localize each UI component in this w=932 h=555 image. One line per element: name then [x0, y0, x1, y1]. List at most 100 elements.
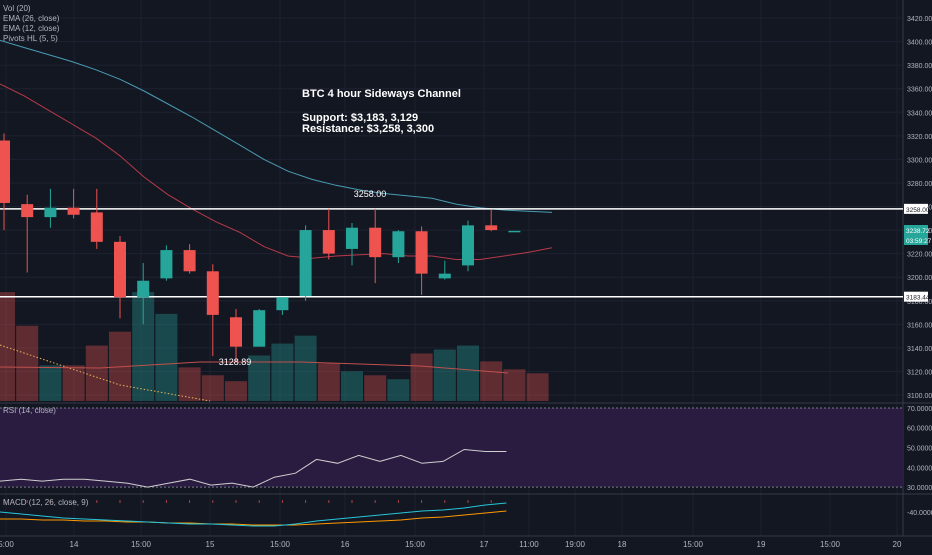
x-tick-label: 15:00 [683, 540, 704, 549]
volume-ema-line [0, 361, 509, 374]
volume-bar [526, 373, 549, 401]
annotation-title[interactable]: BTC 4 hour Sideways Channel [302, 88, 461, 100]
price-tick-label: 3160.00 [907, 322, 932, 329]
macd-line [0, 502, 507, 527]
candle-body [392, 231, 405, 258]
x-tick-label: 15:00 [405, 540, 426, 549]
legend-ema26[interactable]: EMA (26, close) [3, 14, 60, 23]
annotation-resistance[interactable]: Resistance: $3,258, 3,300 [302, 123, 435, 135]
candle-body [114, 241, 126, 298]
macd-signal-line [0, 510, 507, 526]
volume-bar [271, 343, 294, 401]
price-tick-label: 3380.00 [907, 63, 932, 70]
rsi-tick-label: 50.0000 [907, 446, 932, 453]
price-tick-label: 3120.00 [907, 369, 932, 376]
candle-body [299, 230, 312, 297]
price-tick-label: 3400.00 [907, 40, 932, 47]
annotation-support[interactable]: Support: $3,183, 3,129 [302, 112, 419, 124]
rsi-legend: RSI (14, close) [3, 406, 56, 416]
volume-bar [132, 292, 155, 401]
candle-body [90, 212, 103, 242]
price-tick-label: 3280.00 [907, 181, 932, 188]
price-tick-label: 3100.00 [907, 393, 932, 400]
price-tick-label: 3200.00 [907, 275, 932, 282]
candle-body [253, 310, 266, 347]
price-label-support: 3183.44 [906, 295, 930, 302]
legend-pivots[interactable]: Pivots HL (5, 5) [3, 34, 58, 43]
candle-body [438, 273, 451, 279]
volume-bar [201, 375, 224, 401]
candle-body [462, 225, 474, 266]
price-label-resistance-bg [904, 203, 928, 214]
volume-bar [433, 349, 456, 401]
price-tick-label: 3360.00 [907, 87, 932, 94]
candle-body [183, 250, 196, 272]
x-tick-label: 19 [757, 540, 766, 549]
volume-bar [39, 365, 62, 401]
rsi-band [0, 407, 903, 488]
price-label-countdown-bg [904, 235, 928, 245]
rsi-tick-label: 40.0000 [907, 465, 932, 472]
ema26-line [0, 39, 553, 213]
main-legend: Vol (20) EMA (26, close) EMA (12, close)… [3, 4, 59, 44]
candle-body [21, 204, 34, 218]
macd-tick-label: -40.0000 [907, 510, 932, 517]
volume-ma-line [0, 344, 211, 402]
price-label-support-bg [904, 291, 928, 302]
volume-bar [225, 381, 247, 401]
price-tick-label: 3300.00 [907, 157, 932, 164]
price-tick-label: 3340.00 [907, 110, 932, 117]
price-label-last-bg [904, 225, 928, 235]
x-tick-label: 19:00 [565, 540, 586, 549]
x-tick-label: 15:00 [131, 540, 152, 549]
price-tick-label: 3220.00 [907, 252, 932, 259]
volume-bar [85, 345, 108, 401]
legend-rsi[interactable]: RSI (14, close) [3, 406, 56, 415]
price-label-resistance: 3258.00 [906, 207, 930, 214]
volume-bar [155, 313, 178, 401]
candle-body [67, 207, 80, 215]
candle-body [160, 250, 173, 279]
x-tick-label: 15:00 [270, 540, 291, 549]
pivot-label: 3258.00 [354, 189, 387, 199]
x-tick-label: 20 [893, 540, 902, 549]
volume-bar [503, 369, 526, 401]
x-tick-label: 14 [70, 540, 79, 549]
price-tick-label: 3180.00 [907, 299, 932, 306]
candle-body [230, 317, 242, 347]
x-tick-label: 15 [206, 540, 215, 549]
candle-body [322, 230, 335, 254]
volume-bar [178, 367, 201, 401]
price-tick-label: 3320.00 [907, 134, 932, 141]
candle-body [276, 297, 289, 311]
price-tick-label: 3140.00 [907, 346, 932, 353]
price-label-countdown: 03:59:27 [906, 238, 932, 245]
rsi-tick-label: 70.0000 [907, 406, 932, 413]
candle-body [369, 227, 382, 258]
rsi-tick-label: 60.0000 [907, 426, 932, 433]
pivot-label: 3128.89 [219, 357, 252, 367]
volume-bar [317, 363, 340, 401]
volume-bar [387, 379, 410, 401]
ema12-line [0, 83, 553, 260]
volume-bar [457, 345, 479, 401]
candle-body [415, 231, 428, 274]
candle-body [137, 280, 150, 298]
candle-body [346, 227, 358, 249]
legend-macd[interactable]: MACD (12, 26, close, 9) [3, 498, 89, 507]
candle-body [206, 271, 219, 315]
x-tick-label: 18 [618, 540, 627, 549]
legend-ema12[interactable]: EMA (12, close) [3, 24, 60, 33]
legend-volume[interactable]: Vol (20) [3, 4, 31, 13]
volume-bar [16, 325, 39, 401]
x-tick-label: 15:00 [820, 540, 841, 549]
candle-body [44, 207, 57, 218]
volume-bar [341, 371, 363, 401]
x-tick-label: 16 [341, 540, 350, 549]
volume-bar [364, 375, 387, 401]
x-tick-label: 5:00 [0, 540, 14, 549]
price-tick-label: 3420.00 [907, 16, 932, 23]
price-label-last: 3238.72 [906, 228, 930, 235]
